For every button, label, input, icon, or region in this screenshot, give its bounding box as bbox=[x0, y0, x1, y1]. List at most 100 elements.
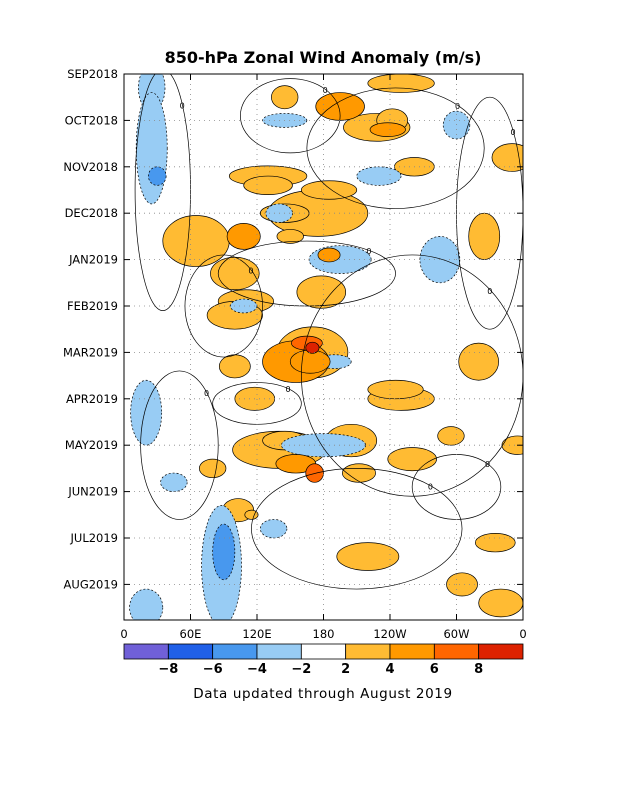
anomaly-region-29 bbox=[458, 342, 499, 381]
zero-contour-2 bbox=[251, 468, 463, 590]
anomaly-region-49 bbox=[135, 92, 168, 205]
anomaly-region-35 bbox=[243, 175, 293, 195]
zero-contour-4 bbox=[140, 370, 219, 520]
x-tick-label-2: 120E bbox=[242, 627, 271, 641]
y-tick-label-2: NOV2018 bbox=[63, 160, 118, 174]
x-axis: 0 60E 120E 180 120W 60W 0 bbox=[120, 74, 527, 641]
anomaly-region-37 bbox=[468, 212, 501, 260]
anomaly-region-33 bbox=[367, 379, 424, 400]
colorbar-label-2: −4 bbox=[247, 662, 267, 677]
anomaly-region-12 bbox=[162, 215, 230, 267]
colorbar-swatch-1 bbox=[167, 643, 214, 660]
anomaly-region-62 bbox=[259, 519, 288, 539]
anomaly-region-52 bbox=[212, 523, 236, 581]
anomaly-region-21 bbox=[218, 354, 251, 379]
anomaly-region-8 bbox=[300, 180, 358, 200]
colorbar-swatch-2 bbox=[212, 643, 258, 660]
zero-contour-label-2: 0 bbox=[428, 482, 433, 491]
anomaly-region-32 bbox=[289, 349, 331, 374]
y-tick-label-1: OCT2018 bbox=[65, 113, 118, 127]
colorbar-label-0: −8 bbox=[158, 662, 178, 677]
anomaly-region-11 bbox=[226, 223, 261, 250]
anomaly-region-3 bbox=[369, 122, 406, 137]
colorbar-label-1: −6 bbox=[203, 662, 223, 677]
anomaly-region-34 bbox=[296, 275, 347, 309]
anomaly-region-28 bbox=[478, 588, 523, 618]
anomaly-region-42 bbox=[367, 74, 435, 93]
zero-contours: 0 0 0 0 0 0 0 0 0 0 0 bbox=[134, 74, 523, 590]
zero-contour-label-3: 0 bbox=[366, 247, 371, 256]
anomaly-region-36 bbox=[336, 542, 400, 571]
anomaly-region-57 bbox=[281, 433, 366, 458]
colorbar-swatch-0 bbox=[123, 643, 169, 660]
y-axis: SEP2018 OCT2018 NOV2018 DEC2018 JAN2019 FEB20… bbox=[63, 67, 523, 591]
colorbar-label-5: 4 bbox=[385, 662, 394, 677]
colorbar-swatch-3 bbox=[256, 643, 302, 660]
y-tick-label-10: JUL2019 bbox=[70, 531, 118, 545]
anomaly-region-39 bbox=[271, 85, 299, 110]
x-tick-label-1: 60E bbox=[180, 627, 202, 641]
plot-area: 0 0 0 0 0 0 0 0 0 0 0 bbox=[124, 74, 523, 620]
y-tick-label-4: JAN2019 bbox=[68, 253, 118, 267]
anomaly-region-50 bbox=[148, 166, 167, 186]
zero-contour-label-4: 0 bbox=[204, 389, 209, 398]
anomaly-regions bbox=[129, 74, 523, 620]
zero-contour-5 bbox=[306, 87, 485, 209]
colorbar-label-6: 6 bbox=[430, 662, 439, 677]
colorbar-swatch-5 bbox=[345, 643, 391, 660]
x-tick-label-3: 180 bbox=[313, 627, 335, 641]
grid-lines bbox=[124, 74, 523, 620]
colorbar-swatch-4 bbox=[300, 643, 347, 660]
zero-contour-7 bbox=[240, 78, 341, 154]
zero-contour-label-0: 0 bbox=[180, 102, 185, 111]
y-tick-label-7: APR2019 bbox=[66, 392, 118, 406]
x-tick-label-5: 60W bbox=[443, 627, 469, 641]
zero-contour-label-6: 0 bbox=[510, 128, 515, 137]
zero-contour-label-5: 0 bbox=[455, 102, 460, 111]
anomaly-region-65 bbox=[442, 110, 471, 140]
anomaly-region-31 bbox=[437, 426, 465, 446]
anomaly-region-63 bbox=[160, 472, 188, 492]
colorbar-swatch-7 bbox=[433, 643, 480, 660]
colorbar-swatch-8 bbox=[478, 643, 524, 660]
y-tick-label-3: DEC2018 bbox=[65, 206, 118, 220]
colorbar-label-3: −2 bbox=[291, 662, 311, 677]
anomaly-region-23 bbox=[474, 533, 516, 553]
y-tick-label-5: FEB2019 bbox=[67, 299, 118, 313]
anomaly-region-22 bbox=[387, 447, 437, 472]
x-tick-label-6: 0 bbox=[519, 627, 526, 641]
zero-contour-label-1: 0 bbox=[487, 287, 492, 296]
colorbar-label-4: 2 bbox=[341, 662, 350, 677]
anomaly-region-9 bbox=[276, 229, 304, 244]
anomaly-region-40 bbox=[501, 435, 523, 455]
anomaly-region-47 bbox=[305, 341, 320, 354]
zero-contour-3 bbox=[217, 240, 396, 307]
anomaly-region-60 bbox=[356, 166, 402, 186]
anomaly-region-46 bbox=[244, 509, 259, 520]
zero-contour-label-8: 0 bbox=[285, 385, 290, 394]
zero-contour-label-9: 0 bbox=[485, 460, 490, 469]
x-tick-label-4: 120W bbox=[373, 627, 406, 641]
zero-contour-6 bbox=[456, 96, 523, 330]
anomaly-region-17 bbox=[491, 143, 523, 172]
anomaly-region-55 bbox=[308, 245, 372, 274]
footer-note: Data updated through August 2019 bbox=[193, 686, 452, 702]
colorbar-label-7: 8 bbox=[474, 662, 483, 677]
x-tick-label-0: 0 bbox=[120, 627, 127, 641]
y-tick-label-11: AUG2019 bbox=[64, 577, 118, 591]
zero-contour-label-10: 0 bbox=[248, 266, 253, 275]
chart-title: 850-hPa Zonal Wind Anomaly (m/s) bbox=[165, 48, 482, 67]
anomaly-region-0 bbox=[317, 247, 341, 263]
colorbar-legend: −8 −6 −4 −2 2 4 6 8 bbox=[123, 643, 524, 677]
anomaly-region-53 bbox=[129, 588, 164, 620]
y-tick-label-9: JUN2019 bbox=[67, 485, 118, 499]
y-tick-label-6: MAR2019 bbox=[63, 345, 118, 359]
anomaly-region-64 bbox=[230, 298, 258, 314]
y-tick-label-0: SEP2018 bbox=[67, 67, 118, 81]
colorbar-swatch-6 bbox=[389, 643, 435, 660]
zero-contour-label-7: 0 bbox=[323, 86, 328, 95]
anomaly-region-41 bbox=[446, 572, 478, 597]
anomaly-region-24 bbox=[199, 458, 227, 479]
y-tick-label-8: MAY2019 bbox=[65, 438, 118, 452]
